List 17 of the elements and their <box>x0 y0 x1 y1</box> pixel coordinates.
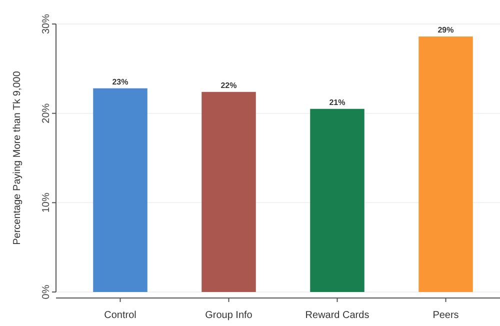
y-tick-label: 30% <box>41 14 52 34</box>
x-tick-label: Control <box>104 310 136 321</box>
bar <box>202 92 256 292</box>
bar <box>93 88 148 292</box>
data-label: 23% <box>112 77 128 86</box>
data-label: 21% <box>329 98 346 107</box>
y-axis-title: Percentage Paying More than Tk 9,000 <box>12 70 23 245</box>
bar <box>418 36 473 292</box>
y-tick-label: 20% <box>41 103 52 124</box>
y-tick-label: 0% <box>41 284 52 300</box>
bar <box>310 108 364 292</box>
x-tick-label: Peers <box>432 310 459 321</box>
x-tick-label: Reward Cards <box>305 310 370 321</box>
y-tick-label: 10% <box>41 192 52 213</box>
data-label: 29% <box>438 26 454 35</box>
x-tick-label: Group Info <box>205 310 253 321</box>
data-label: 22% <box>220 80 237 90</box>
